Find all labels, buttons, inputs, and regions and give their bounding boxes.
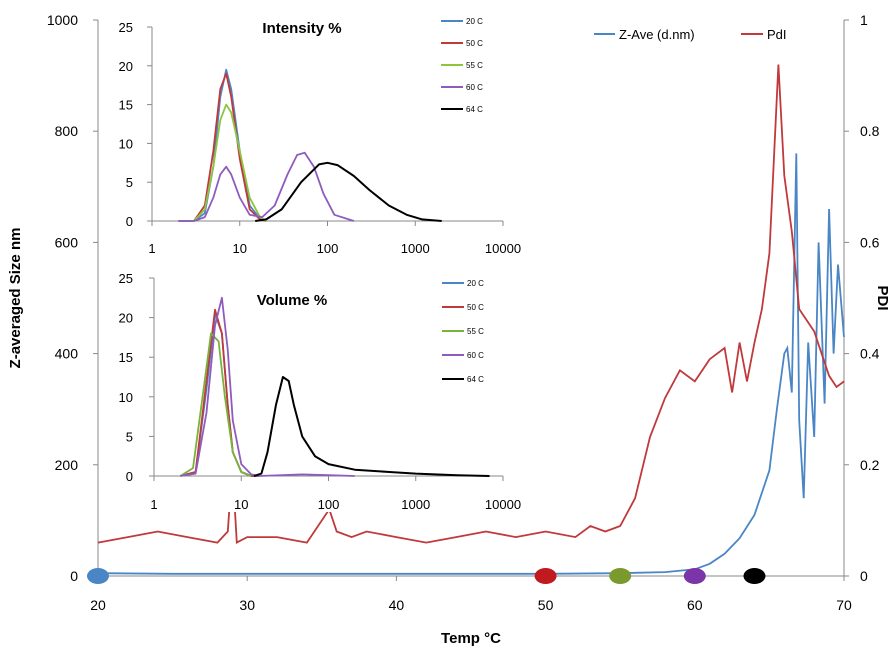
volume-y-tick-label: 5	[126, 429, 133, 444]
volume-series-60-c	[180, 296, 355, 477]
main-series	[97, 64, 845, 575]
volume-ticks: 1 10 100 1000 10000 0 5 10 15 20 25	[119, 271, 522, 512]
volume-x-tick-label: 1	[150, 497, 157, 512]
volume-y-tick-label: 10	[119, 390, 133, 405]
intensity-series	[178, 68, 442, 222]
main-x-tick-label: 20	[90, 597, 106, 613]
volume-legend-label: 60 C	[467, 351, 484, 360]
temperature-marker	[683, 568, 706, 584]
intensity-series-50-c	[178, 72, 267, 222]
intensity-x-tick-label: 10	[233, 241, 247, 256]
volume-x-tick-label: 1000	[401, 497, 430, 512]
intensity-series-60-c	[178, 151, 355, 222]
main-y-tick-label: 400	[55, 346, 79, 362]
volume-y-tick-label: 20	[119, 311, 133, 326]
main-y2-tick-label: 0.8	[860, 123, 880, 139]
main-axes: Temp °C Z-averaged Size nm PDI	[7, 20, 891, 647]
volume-legend-label: 55 C	[467, 327, 484, 336]
intensity-legend-label: 55 C	[466, 61, 483, 70]
intensity-legend-label: 20 C	[466, 17, 483, 26]
intensity-y-tick-label: 15	[119, 98, 133, 113]
main-x-tick-label: 70	[836, 597, 852, 613]
main-x-tick-label: 30	[239, 597, 255, 613]
intensity-y-tick-label: 10	[119, 136, 133, 151]
volume-y-tick-label: 15	[119, 350, 133, 365]
volume-series-64-c	[253, 376, 490, 477]
intensity-ticks: 1 10 100 1000 10000 0 5 10 15 20 25	[119, 20, 522, 256]
inset-intensity-title: Intensity %	[262, 20, 341, 37]
intensity-legend-label: 60 C	[466, 83, 483, 92]
volume-series	[179, 296, 490, 477]
volume-x-tick-label: 10000	[485, 497, 521, 512]
inset-intensity: Intensity % 1 10 100 1000 10000 0 5 10 15 20 25 20…	[110, 8, 521, 258]
intensity-x-tick-label: 100	[317, 241, 339, 256]
main-y-tick-label: 800	[55, 123, 79, 139]
main-ticks: 20 30 40 50 60 700200400600800100000.20.40.60…	[47, 12, 880, 613]
volume-x-tick-label: 10	[234, 497, 248, 512]
main-y2-tick-label: 0.4	[860, 346, 880, 362]
volume-legend-label: 20 C	[467, 279, 484, 288]
inset-volume: Volume % 1 10 100 1000 10000 0 5 10 15 20 25 20 C 5…	[110, 262, 521, 512]
intensity-legend-label: 50 C	[466, 39, 483, 48]
intensity-x-tick-label: 1000	[401, 241, 430, 256]
intensity-x-tick-label: 1	[148, 241, 155, 256]
intensity-y-tick-label: 5	[126, 175, 133, 190]
legend-label-pdi: PdI	[767, 27, 787, 42]
temperature-marker	[87, 568, 109, 584]
main-y-tick-label: 1000	[47, 12, 78, 28]
main-legend: Z-Ave (d.nm) PdI	[594, 27, 787, 42]
main-ylabel: Z-averaged Size nm	[7, 228, 24, 369]
main-x-tick-label: 60	[687, 597, 703, 613]
volume-x-tick-label: 100	[318, 497, 340, 512]
main-y2-tick-label: 0.2	[860, 457, 880, 473]
main-y2-tick-label: 0	[860, 568, 868, 584]
temperature-marker	[609, 568, 632, 584]
main-series-z-ave-d-nm	[97, 153, 845, 575]
intensity-y-tick-label: 20	[119, 59, 133, 74]
intensity-series-55-c	[178, 103, 267, 222]
intensity-series-64-c	[255, 161, 442, 222]
main-x-tick-label: 40	[389, 597, 405, 613]
temperature-marker	[743, 568, 766, 584]
intensity-legend-label: 64 C	[466, 105, 483, 114]
volume-legend-label: 50 C	[467, 303, 484, 312]
intensity-x-tick-label: 10000	[485, 241, 521, 256]
main-y-tick-label: 0	[70, 568, 78, 584]
main-y-tick-label: 600	[55, 234, 79, 250]
main-y2-tick-label: 0.6	[860, 234, 880, 250]
volume-legend-label: 64 C	[467, 375, 484, 384]
intensity-y-tick-label: 25	[119, 20, 133, 35]
main-y-tick-label: 200	[55, 457, 79, 473]
volume-series-55-c	[179, 332, 252, 477]
main-markers	[87, 568, 766, 584]
main-y2-tick-label: 1	[860, 12, 868, 28]
intensity-legend: 20 C 50 C 55 C 60 C 64 C	[441, 17, 483, 114]
volume-y-tick-label: 0	[126, 469, 133, 484]
volume-y-tick-label: 25	[119, 271, 133, 286]
temperature-marker	[534, 568, 557, 584]
main-series-pdi	[97, 64, 845, 545]
inset-volume-bg	[110, 262, 520, 512]
main-x-tick-label: 50	[538, 597, 554, 613]
inset-intensity-bg	[110, 8, 520, 258]
intensity-y-tick-label: 0	[126, 214, 133, 229]
main-xlabel: Temp °C	[441, 630, 501, 647]
inset-volume-title: Volume %	[257, 292, 328, 309]
intensity-series-20-c	[178, 68, 267, 222]
main-y2label: PDI	[874, 285, 891, 310]
volume-legend: 20 C 50 C 55 C 60 C 64 C	[442, 279, 484, 384]
legend-label-zave: Z-Ave (d.nm)	[619, 27, 695, 42]
